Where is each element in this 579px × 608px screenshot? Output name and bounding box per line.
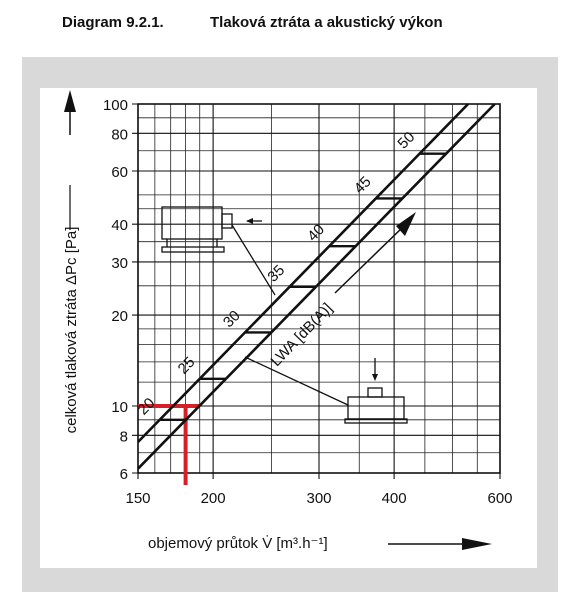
airflow-arrow — [246, 218, 253, 224]
y-axis-label: celková tlaková ztráta ΔPc [Pa] — [63, 227, 80, 434]
lwa-arrow — [334, 224, 406, 294]
plot-frame — [137, 103, 501, 474]
y-tick-label: 8 — [120, 428, 128, 445]
y-tick-label: 60 — [111, 164, 128, 181]
y-tick-label: 20 — [111, 308, 128, 325]
x-arrow-head — [462, 538, 492, 550]
x-tick-label: 300 — [306, 490, 331, 507]
line — [137, 103, 496, 470]
lwa-arrow-head — [396, 212, 416, 236]
y-tick-label: 10 — [111, 399, 128, 416]
chart-title: Tlaková ztráta a akustický výkon — [210, 14, 443, 31]
x-tick-label: 200 — [201, 490, 226, 507]
x-tick-label: 400 — [382, 490, 407, 507]
device-icon-top — [244, 356, 408, 424]
x-axis-label: objemový průtok V̇ [m³.h⁻¹] — [148, 535, 328, 552]
y-tick-label: 80 — [111, 126, 128, 143]
line — [137, 103, 470, 443]
y-tick-label: 100 — [103, 97, 128, 114]
device-icon-side — [161, 206, 276, 296]
y-tick-label: 30 — [111, 255, 128, 272]
y-tick-label: 40 — [111, 217, 128, 234]
x-tick-label: 600 — [487, 490, 512, 507]
y-arrow-head — [64, 90, 76, 112]
x-tick-label: 150 — [125, 490, 150, 507]
plot-background — [40, 88, 537, 568]
diagram-number: Diagram 9.2.1. — [62, 14, 164, 31]
y-tick-label: 6 — [120, 466, 128, 483]
airflow-arrow — [372, 374, 378, 381]
